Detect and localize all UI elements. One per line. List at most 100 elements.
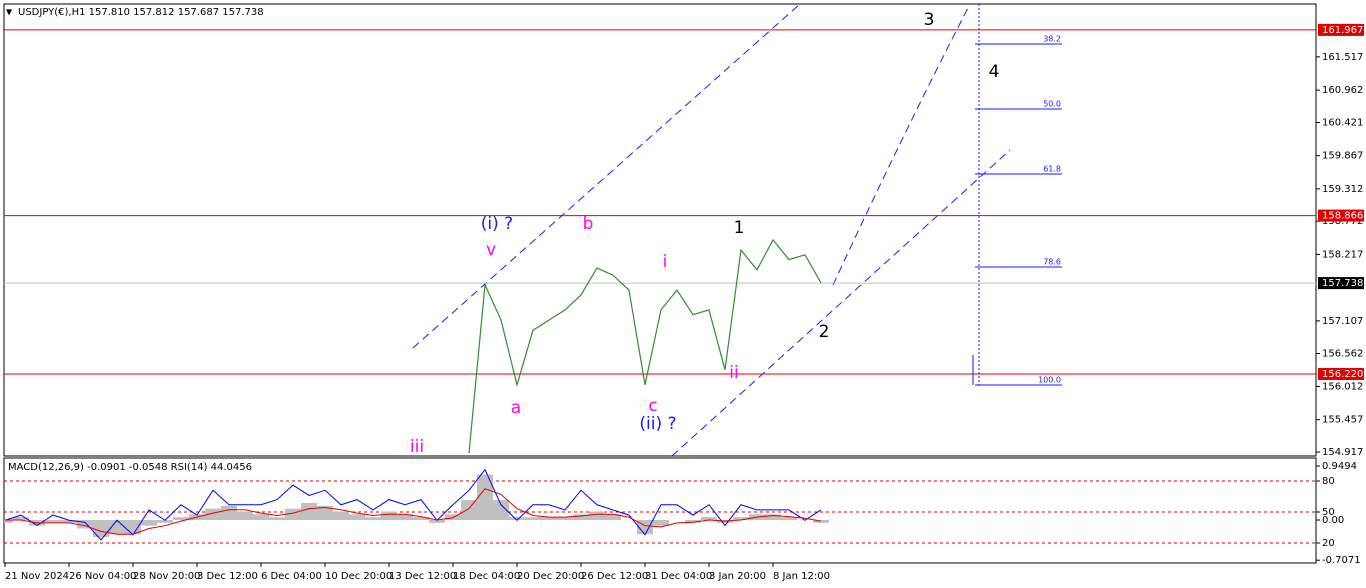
- wave-label: (ii) ?: [639, 414, 676, 434]
- channel-upper: [412, 4, 801, 349]
- x-tick-label: 8 Jan 12:00: [773, 571, 830, 582]
- macd-bar: [253, 514, 269, 520]
- projection: [832, 4, 971, 286]
- indicator-line: [5, 488, 822, 535]
- wave-label: iii: [410, 437, 424, 457]
- macd-bar: [573, 514, 589, 520]
- macd-bar: [525, 517, 541, 520]
- y-tick-label: 160.421: [1322, 117, 1363, 128]
- macd-bar: [333, 511, 349, 520]
- main-frame: [3, 3, 1317, 457]
- macd-bar: [301, 502, 317, 520]
- wave-label: c: [648, 396, 657, 416]
- macd-bar: [349, 514, 365, 520]
- macd-bar: [285, 508, 301, 520]
- wave-label: 3: [924, 10, 935, 30]
- x-tick-label: 18 Dec 04:00: [453, 571, 520, 582]
- wave-label: ii: [729, 363, 738, 383]
- x-tick-label: 3 Jan 20:00: [709, 571, 766, 582]
- fib-label: 61.8: [1043, 165, 1061, 174]
- y2-tick-label: 0.00: [1322, 515, 1344, 526]
- macd-bar: [509, 517, 525, 520]
- sub-plot: [4, 468, 1316, 544]
- chart-title: USDJPY(€),H1 157.810 157.812 157.687 157…: [18, 7, 264, 18]
- macd-bar: [365, 517, 381, 520]
- macd-bar: [701, 517, 717, 520]
- macd-bar: [429, 519, 445, 523]
- indicator-line: [4, 468, 822, 541]
- macd-bar: [557, 517, 573, 520]
- level-label: 161.967: [1322, 25, 1363, 36]
- y-tick-label: 20: [1322, 538, 1335, 549]
- macd-bar: [477, 474, 493, 520]
- y-tick-label: 159.867: [1322, 151, 1363, 162]
- y-tick-label: 157.107: [1322, 316, 1363, 327]
- wave-label: a: [511, 398, 521, 418]
- level-tag: [1318, 23, 1364, 36]
- macd-bar: [61, 519, 77, 523]
- last-price-tag: [1318, 277, 1364, 290]
- wave-label: 2: [819, 322, 830, 342]
- x-tick-label: 10 Dec 20:00: [325, 571, 392, 582]
- y-tick-label: 158.217: [1322, 249, 1363, 260]
- wave-label: v: [486, 240, 496, 260]
- macd-bar: [653, 519, 669, 526]
- macd-bar: [589, 511, 605, 520]
- macd-bar: [77, 519, 93, 529]
- y-tick-label: 159.312: [1322, 184, 1363, 195]
- macd-bar: [173, 517, 189, 520]
- x-tick-label: 20 Dec 20:00: [517, 571, 584, 582]
- level-tag: [1318, 367, 1364, 380]
- level-label: 156.220: [1322, 369, 1363, 380]
- macd-bar: [685, 519, 701, 523]
- fib-label: 78.6: [1043, 258, 1061, 267]
- wave-label: 1: [734, 218, 745, 238]
- level-label: 158.866: [1322, 211, 1363, 222]
- y-tick-label: 155.457: [1322, 415, 1363, 426]
- y-tick-label: 158.772: [1322, 216, 1363, 227]
- level-tag: [1318, 209, 1364, 222]
- indicator-title: MACD(12,26,9) -0.0901 -0.0548 RSI(14) 44…: [8, 462, 252, 473]
- macd-bar: [141, 519, 157, 526]
- macd-bar: [781, 517, 797, 520]
- y-tick-label: 154.917: [1322, 447, 1363, 458]
- y-tick-label: 161.517: [1322, 52, 1363, 63]
- channel-lower: [671, 149, 1011, 456]
- wave-label: (i) ?: [481, 214, 513, 234]
- macd-bar: [733, 517, 749, 520]
- drawings: [412, 4, 1011, 456]
- macd-bar: [397, 514, 413, 520]
- x-tick-label: 31 Dec 04:00: [645, 571, 712, 582]
- wave-label: b: [583, 214, 594, 234]
- price-line: [468, 238, 822, 454]
- macd-bar: [813, 519, 829, 523]
- fib-label: 50.0: [1043, 100, 1061, 109]
- wave-label: 4: [989, 62, 1000, 82]
- macd-bar: [93, 519, 109, 538]
- title-arrow: ▼: [6, 8, 13, 17]
- macd-bar: [317, 505, 333, 520]
- macd-bar: [413, 517, 429, 520]
- fib-label: 38.2: [1043, 35, 1061, 44]
- y2-tick-label: 0.9494: [1322, 461, 1357, 472]
- x-tick-label: 28 Nov 20:00: [133, 571, 200, 582]
- x-tick-label: 21 Nov 2024: [5, 571, 69, 582]
- macd-bar: [4, 519, 13, 523]
- macd-bar: [605, 514, 621, 520]
- macd-bar: [237, 511, 253, 520]
- y-tick-label: 80: [1322, 476, 1335, 487]
- macd-bar: [205, 508, 221, 520]
- x-tick-label: 26 Dec 12:00: [581, 571, 648, 582]
- macd-bar: [13, 517, 29, 520]
- macd-bar: [493, 500, 509, 520]
- macd-bar: [541, 517, 557, 520]
- wave-label: i: [663, 252, 668, 272]
- y-tick-label: 156.012: [1322, 381, 1363, 392]
- last-price-label: 157.738: [1322, 278, 1363, 289]
- y-tick-label: 156.562: [1322, 349, 1363, 360]
- x-tick-label: 13 Dec 12:00: [389, 571, 456, 582]
- sub-frame: [3, 457, 1317, 564]
- macd-bar: [45, 519, 61, 523]
